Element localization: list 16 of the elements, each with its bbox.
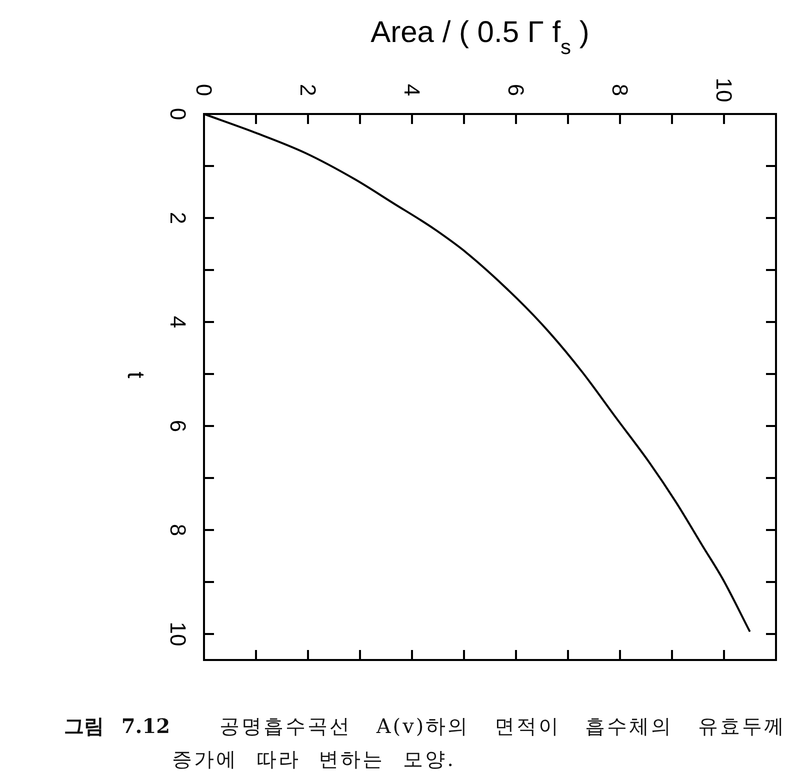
y-tick-label: 2 (166, 212, 190, 224)
text: 공명흡수곡선 A(v)하의 면적이 흡수체의 유효두께 증가에 따라 변하는 모양. (172, 714, 786, 771)
y-tick-label: 10 (166, 622, 190, 646)
x-axis-title: Area / ( 0.5 Γ f$_{s}$ ) (370, 16, 590, 58)
y-axis-title: t (122, 372, 150, 379)
x-tick-label: 10 (712, 78, 736, 102)
y-tick-label: 6 (166, 420, 190, 432)
x-tick-label: 0 (192, 84, 216, 96)
x-tick-label: 6 (504, 84, 528, 96)
x-tick-label: 8 (608, 84, 632, 96)
x-tick-label: 2 (296, 84, 320, 96)
x-tick-label: 4 (400, 84, 424, 96)
caption: 그림 7.12 (64, 714, 170, 738)
y-tick-label: 0 (166, 108, 190, 120)
y-tick-label: 8 (166, 524, 190, 536)
y-tick-label: 4 (166, 316, 190, 328)
